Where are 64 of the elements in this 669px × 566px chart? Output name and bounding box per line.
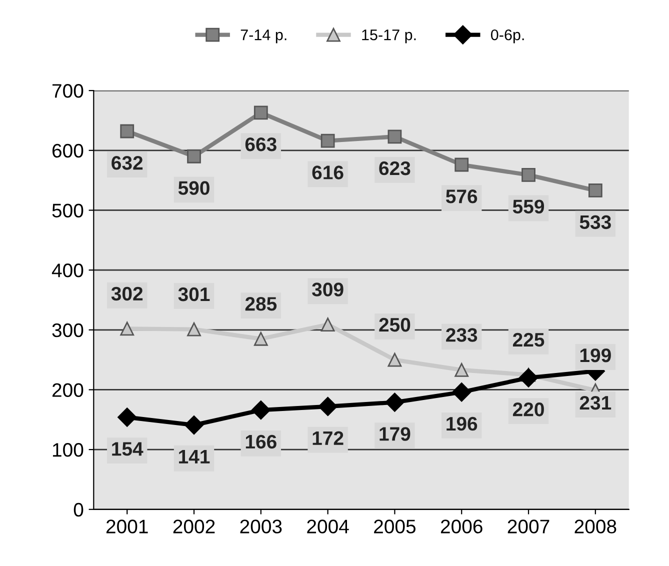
data-label: 309: [312, 282, 344, 296]
y-tick-label: 500: [52, 204, 84, 218]
data-label: 301: [178, 287, 210, 302]
data-label: 663: [245, 137, 276, 152]
data-label: 250: [379, 318, 410, 332]
y-tick-label: 200: [52, 383, 84, 397]
data-label: 199: [580, 348, 611, 362]
y-tick-label: 100: [52, 443, 84, 457]
point: [588, 184, 602, 198]
y-tick-label: 600: [52, 144, 84, 158]
point: [454, 158, 469, 172]
x-tick-label: 2008: [574, 520, 616, 534]
point: [452, 382, 472, 402]
legend-label: 15-17 р.: [362, 30, 416, 44]
point: [118, 408, 137, 427]
x-tick-label: 2005: [374, 520, 416, 534]
y-tick-label: 400: [52, 264, 84, 278]
point: [184, 416, 204, 435]
data-label: 141: [179, 450, 210, 464]
point: [518, 368, 538, 388]
data-label: 623: [379, 161, 410, 176]
point: [120, 322, 134, 336]
point: [251, 400, 270, 420]
data-label: 225: [512, 332, 544, 347]
data-label: 302: [111, 286, 143, 301]
y-tick-label: 700: [52, 84, 84, 98]
point: [318, 396, 338, 416]
data-label: 220: [512, 402, 544, 416]
x-tick-label: 2001: [106, 520, 148, 534]
data-label: 559: [512, 200, 544, 214]
data-label: 632: [112, 156, 143, 170]
y-tick-label: 300: [52, 323, 84, 338]
point: [187, 322, 201, 336]
data-label: 533: [580, 215, 611, 230]
point: [385, 392, 404, 412]
data-label: 590: [178, 181, 210, 195]
point: [388, 130, 402, 144]
point: [388, 352, 402, 367]
point: [522, 168, 536, 182]
point: [187, 149, 201, 164]
data-label: 231: [580, 396, 612, 410]
x-tick-label: 2003: [240, 520, 282, 534]
point: [254, 106, 268, 120]
x-tick-label: 2006: [440, 520, 482, 534]
x-tick-label: 2002: [173, 520, 215, 534]
point: [254, 332, 268, 346]
point: [120, 124, 134, 138]
x-tick-label: 2004: [307, 520, 349, 534]
data-label: 154: [112, 442, 144, 456]
data-label: 576: [446, 190, 478, 204]
y-tick-label: 0: [74, 502, 84, 517]
data-label: 233: [446, 328, 478, 342]
point: [320, 318, 335, 332]
legend-label: 7-14 р.: [240, 30, 286, 44]
x-tick-label: 2007: [508, 520, 550, 534]
data-label: 196: [446, 416, 478, 431]
legend-label: 0-6р.: [490, 29, 524, 44]
data-label: 179: [380, 427, 410, 441]
point: [454, 363, 469, 377]
point: [320, 134, 335, 148]
data-label: 285: [245, 296, 277, 311]
data-label: 172: [312, 431, 344, 445]
data-label: 166: [246, 434, 276, 449]
data-label: 616: [312, 166, 344, 180]
